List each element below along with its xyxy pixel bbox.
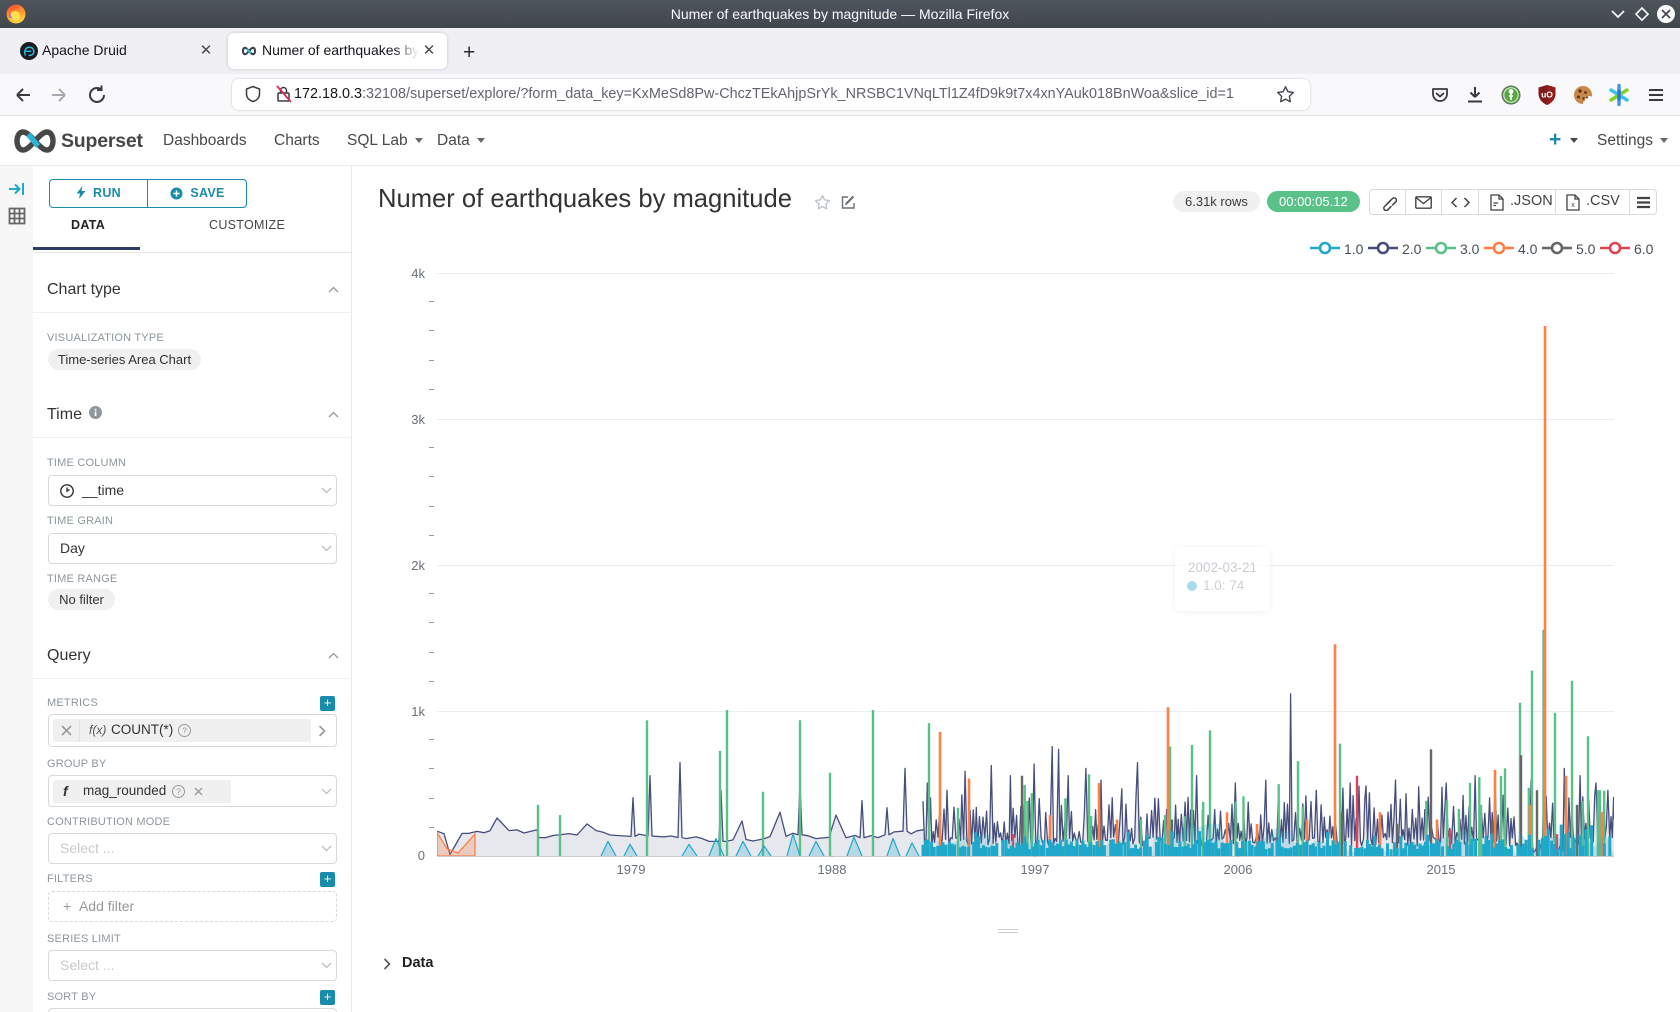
svg-text:uO: uO (1541, 90, 1553, 100)
svg-text:x: x (1571, 202, 1575, 209)
svg-text:?: ? (176, 786, 181, 796)
svg-text:?: ? (182, 725, 187, 735)
